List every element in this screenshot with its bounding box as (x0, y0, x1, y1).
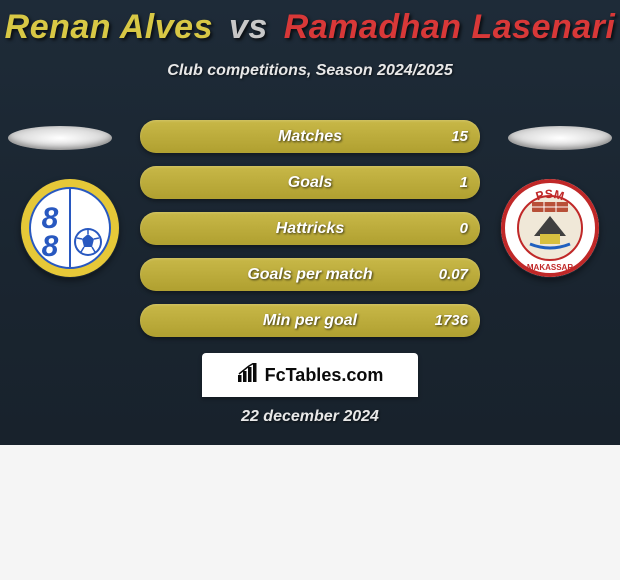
stat-bar: Goals1 (140, 166, 480, 199)
stat-bars-container: Matches15 Goals1 Hattricks0 Goals per match… (140, 120, 480, 350)
fctables-text: FcTables.com (265, 365, 384, 386)
background-bottom (0, 445, 620, 580)
title-player1: Renan Alves (5, 8, 213, 46)
title-player2: Ramadhan Lasenari (284, 8, 616, 46)
subtitle: Club competitions, Season 2024/2025 (0, 62, 620, 80)
stat-bar: Min per goal1736 (140, 304, 480, 337)
stat-label: Goals (140, 166, 480, 199)
title-vs: vs (229, 8, 268, 46)
team-badge-left: 8 8 (20, 178, 120, 278)
player-right-marker (508, 126, 612, 150)
stat-bar: Goals per match0.07 (140, 258, 480, 291)
stat-label: Hattricks (140, 212, 480, 245)
stat-value-right: 15 (451, 120, 468, 153)
page-title: Renan Alves vs Ramadhan Lasenari (0, 8, 620, 47)
team-badge-right: PSM MAKASSAR (500, 178, 600, 278)
stat-label: Min per goal (140, 304, 480, 337)
fctables-attribution: FcTables.com (202, 353, 418, 397)
svg-text:MAKASSAR: MAKASSAR (527, 263, 573, 272)
stat-value-right: 0.07 (439, 258, 468, 291)
stat-value-right: 0 (460, 212, 468, 245)
player-left-marker (8, 126, 112, 150)
svg-text:8: 8 (42, 230, 59, 263)
stat-value-right: 1 (460, 166, 468, 199)
stat-label: Matches (140, 120, 480, 153)
fctables-logo: FcTables.com (237, 363, 384, 388)
psm-makassar-badge-icon: PSM MAKASSAR (500, 178, 600, 278)
generated-date: 22 december 2024 (0, 408, 620, 426)
stat-label: Goals per match (140, 258, 480, 291)
barito-putera-badge-icon: 8 8 (20, 178, 120, 278)
stat-bar: Hattricks0 (140, 212, 480, 245)
stat-value-right: 1736 (435, 304, 468, 337)
stat-bar: Matches15 (140, 120, 480, 153)
bar-chart-icon (237, 363, 259, 388)
svg-text:PSM: PSM (534, 187, 566, 203)
